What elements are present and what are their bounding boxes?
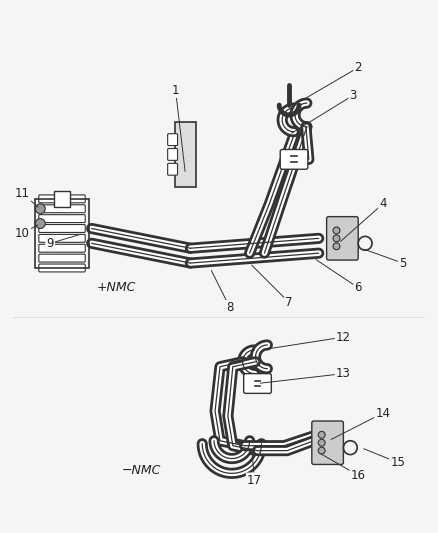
FancyBboxPatch shape bbox=[39, 215, 85, 223]
Text: 7: 7 bbox=[285, 296, 293, 309]
Circle shape bbox=[333, 227, 340, 234]
FancyBboxPatch shape bbox=[168, 163, 177, 175]
Text: 1: 1 bbox=[172, 84, 179, 97]
Text: 11: 11 bbox=[15, 188, 30, 200]
Text: 4: 4 bbox=[379, 197, 387, 211]
Text: −NMC: −NMC bbox=[121, 464, 161, 477]
Text: 12: 12 bbox=[336, 330, 351, 344]
Text: 9: 9 bbox=[46, 237, 54, 250]
Bar bbox=[175, 123, 196, 187]
FancyBboxPatch shape bbox=[39, 205, 85, 213]
Text: 10: 10 bbox=[15, 227, 30, 240]
Circle shape bbox=[318, 439, 325, 446]
Bar bbox=[54, 191, 70, 207]
Text: 17: 17 bbox=[247, 474, 262, 487]
FancyBboxPatch shape bbox=[327, 216, 358, 260]
Text: 3: 3 bbox=[350, 88, 357, 102]
Text: 13: 13 bbox=[336, 367, 351, 380]
Text: 5: 5 bbox=[399, 256, 406, 270]
Circle shape bbox=[333, 235, 340, 242]
FancyBboxPatch shape bbox=[244, 374, 271, 393]
FancyBboxPatch shape bbox=[168, 134, 177, 146]
Circle shape bbox=[35, 219, 45, 229]
FancyBboxPatch shape bbox=[39, 195, 85, 203]
FancyBboxPatch shape bbox=[312, 421, 343, 464]
Bar bbox=[35, 199, 89, 268]
FancyBboxPatch shape bbox=[39, 244, 85, 252]
Text: 2: 2 bbox=[354, 61, 362, 74]
FancyBboxPatch shape bbox=[280, 149, 308, 169]
Text: 8: 8 bbox=[226, 301, 233, 314]
Circle shape bbox=[318, 431, 325, 438]
FancyBboxPatch shape bbox=[168, 149, 177, 160]
Text: 16: 16 bbox=[351, 469, 366, 482]
FancyBboxPatch shape bbox=[39, 224, 85, 232]
FancyBboxPatch shape bbox=[39, 264, 85, 272]
Text: +NMC: +NMC bbox=[96, 281, 136, 294]
Circle shape bbox=[333, 243, 340, 250]
Circle shape bbox=[318, 447, 325, 454]
Text: 6: 6 bbox=[354, 281, 362, 294]
FancyBboxPatch shape bbox=[39, 235, 85, 243]
Text: 14: 14 bbox=[375, 407, 390, 419]
Text: 15: 15 bbox=[390, 456, 405, 469]
Circle shape bbox=[35, 204, 45, 214]
FancyBboxPatch shape bbox=[39, 254, 85, 262]
